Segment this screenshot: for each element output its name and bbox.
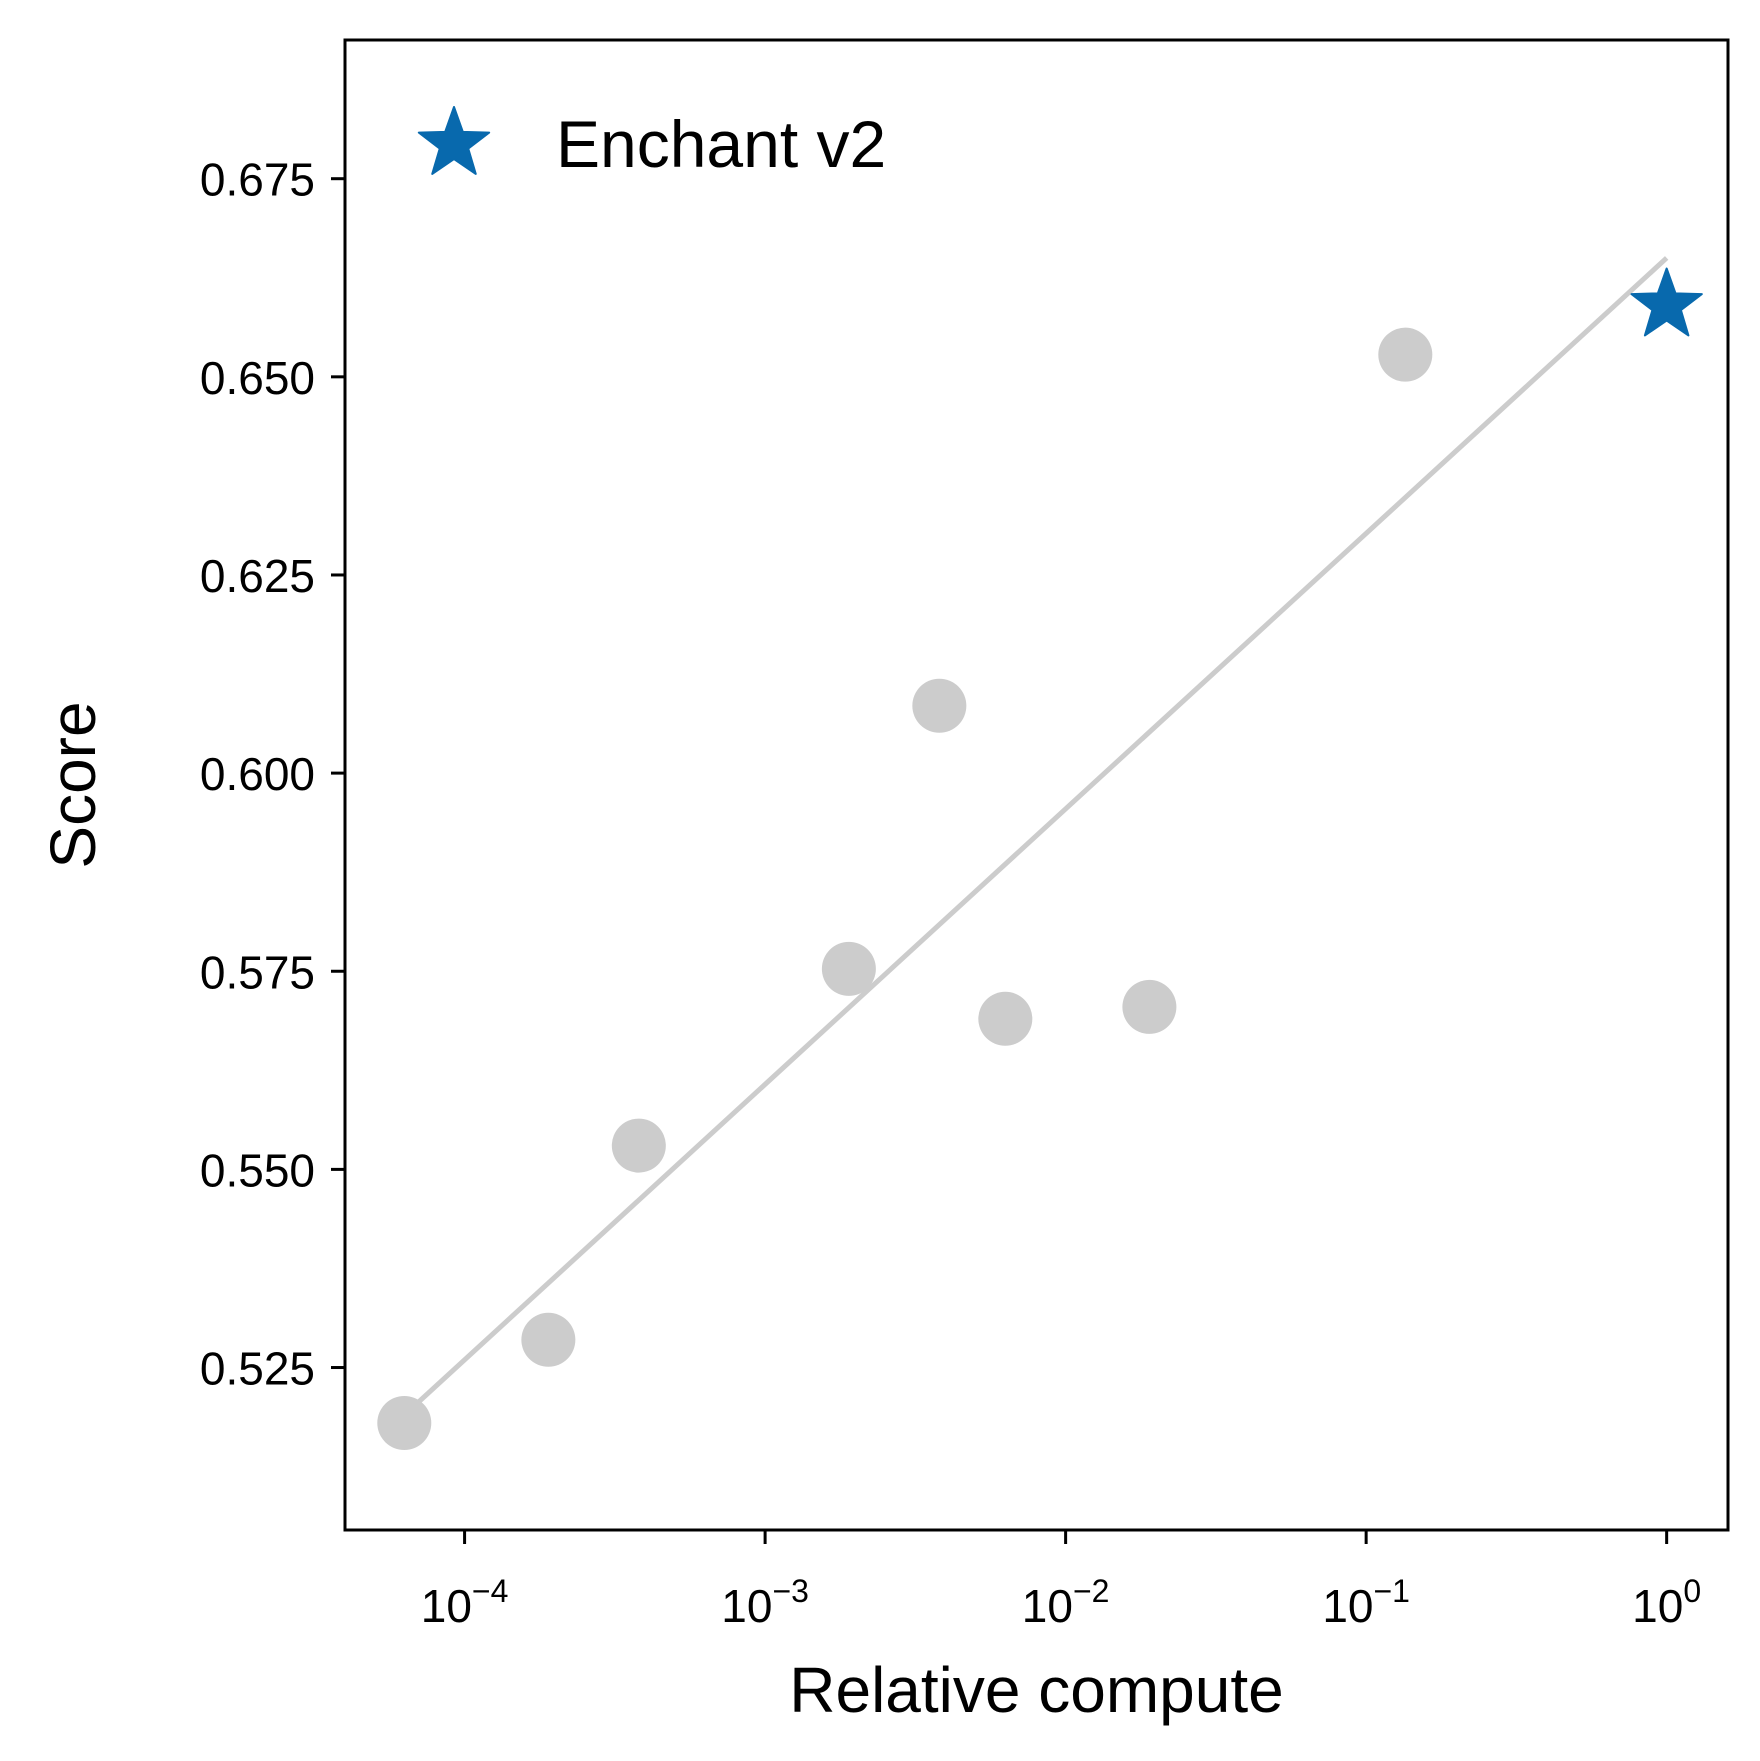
data-point — [521, 1312, 576, 1367]
y-tick-label: 0.675 — [200, 154, 315, 206]
y-tick-label: 0.650 — [200, 352, 315, 404]
data-point-star — [1630, 267, 1703, 337]
data-point — [912, 678, 967, 733]
x-axis-title: Relative compute — [789, 1654, 1283, 1726]
x-tick-label: 10−2 — [1022, 1573, 1110, 1632]
x-axis-ticks: 10−4 10−3 10−2 10−1 100 — [421, 1530, 1701, 1632]
y-tick-label: 0.575 — [200, 946, 315, 998]
y-axis-ticks: 0.525 0.550 0.575 0.600 0.625 0.650 0.675 — [200, 154, 345, 1395]
y-tick-label: 0.600 — [200, 748, 315, 800]
trend-line-layer — [402, 256, 1669, 1417]
legend: Enchant v2 — [417, 106, 886, 181]
y-tick-label: 0.625 — [200, 550, 315, 602]
x-tick-label: 100 — [1632, 1573, 1701, 1632]
x-tick-label: 10−3 — [721, 1573, 809, 1632]
data-point — [821, 941, 876, 996]
legend-label: Enchant v2 — [556, 107, 886, 181]
data-point — [611, 1118, 666, 1173]
y-tick-label: 0.525 — [200, 1343, 315, 1395]
data-points-layer — [377, 267, 1703, 1451]
y-tick-label: 0.550 — [200, 1144, 315, 1196]
data-point — [1122, 979, 1177, 1034]
data-point — [377, 1396, 432, 1451]
trend-line — [402, 256, 1669, 1417]
x-tick-label: 10−4 — [421, 1573, 509, 1632]
y-axis-title: Score — [37, 701, 109, 868]
data-point — [1378, 327, 1433, 382]
plot-frame — [343, 38, 1730, 1532]
data-point — [978, 991, 1033, 1046]
x-tick-label: 10−1 — [1322, 1573, 1410, 1632]
legend-star-icon — [417, 106, 491, 175]
